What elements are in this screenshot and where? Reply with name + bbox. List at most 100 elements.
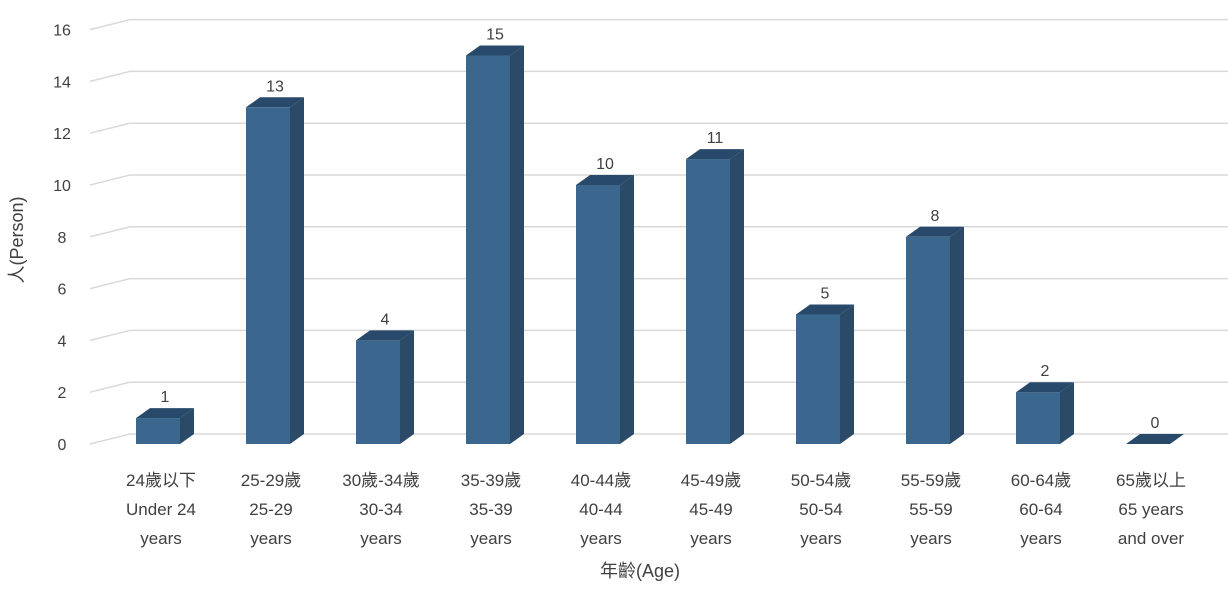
data-label: 0 xyxy=(1151,415,1160,432)
bar-front xyxy=(796,314,840,444)
bar-side xyxy=(180,408,194,444)
x-tick-label: 50-54歲 xyxy=(791,471,851,490)
gridline xyxy=(89,70,1228,83)
x-tick-label: 25-29 xyxy=(249,500,292,519)
gridline xyxy=(89,381,1228,393)
bar xyxy=(796,304,854,444)
x-tick-label: years xyxy=(800,529,842,548)
y-axis-tick-labels: 0 2 4 6 8 10 12 14 16 xyxy=(53,23,71,454)
bar-top xyxy=(1126,434,1184,444)
bar-side xyxy=(400,330,414,444)
bar-top xyxy=(356,330,414,341)
bar xyxy=(246,97,304,445)
x-axis-title: 年齡(Age) xyxy=(600,561,680,581)
x-tick-label: 60-64歲 xyxy=(1011,471,1071,490)
x-tick-label: 40-44歲 xyxy=(571,471,631,490)
x-tick-label: Under 24 xyxy=(126,500,196,519)
x-tick-label: 40-44 xyxy=(579,500,622,519)
bar xyxy=(576,175,634,444)
bar xyxy=(466,45,524,444)
bar-front xyxy=(356,340,400,444)
y-tick-label: 0 xyxy=(58,437,67,454)
gridline xyxy=(89,18,1228,31)
y-tick-label: 16 xyxy=(53,23,71,40)
bar-front xyxy=(136,418,180,444)
bar-top xyxy=(576,175,634,185)
bars xyxy=(136,45,1184,445)
x-tick-label: years xyxy=(1020,529,1062,548)
x-tick-label: years xyxy=(360,529,402,548)
bar-front xyxy=(1016,392,1060,444)
gridline xyxy=(89,329,1228,342)
bar-top xyxy=(466,45,524,56)
bar xyxy=(1126,434,1184,444)
bar xyxy=(686,149,744,444)
bar-front xyxy=(686,159,730,444)
bar xyxy=(136,408,194,444)
bar-top xyxy=(1016,382,1074,393)
x-tick-label: 45-49 xyxy=(689,500,732,519)
data-label: 2 xyxy=(1041,363,1050,380)
x-tick-label: 65 years xyxy=(1118,500,1183,519)
data-label: 1 xyxy=(161,389,170,406)
data-label: 15 xyxy=(486,27,504,44)
x-tick-label: years xyxy=(250,529,292,548)
x-tick-label: 24歲以下 xyxy=(126,471,196,490)
x-tick-label: 60-64 xyxy=(1019,500,1062,519)
y-tick-label: 12 xyxy=(53,126,71,143)
data-label: 5 xyxy=(821,286,830,303)
y-tick-label: 8 xyxy=(58,230,67,247)
bar xyxy=(906,226,964,444)
x-tick-label: years xyxy=(690,529,732,548)
y-tick-label: 4 xyxy=(58,333,67,350)
x-tick-label: 50-54 xyxy=(799,500,842,519)
data-label: 11 xyxy=(707,130,724,147)
y-tick-label: 6 xyxy=(58,282,67,299)
bar-side xyxy=(620,175,634,444)
bar-front xyxy=(466,55,510,444)
gridlines xyxy=(89,18,1228,445)
data-label: 8 xyxy=(931,208,940,225)
x-tick-label: 55-59歲 xyxy=(901,471,961,490)
data-labels: 1 13 4 15 10 11 5 8 2 0 xyxy=(161,27,1160,433)
x-tick-label: 55-59 xyxy=(909,500,952,519)
bar-front xyxy=(246,107,290,445)
x-tick-label: 65歲以上 xyxy=(1116,471,1186,490)
x-tick-label: 35-39 xyxy=(469,500,512,519)
data-label: 4 xyxy=(381,311,390,328)
x-tick-label: years xyxy=(140,529,182,548)
bar-front xyxy=(576,185,620,444)
x-tick-label: and over xyxy=(1118,529,1184,548)
bar-top xyxy=(686,149,744,160)
bar xyxy=(356,330,414,444)
bar-side xyxy=(290,97,304,445)
gridline xyxy=(89,122,1228,134)
data-label: 13 xyxy=(266,78,284,95)
bar-side xyxy=(510,45,524,444)
gridline xyxy=(89,433,1228,445)
bar-top xyxy=(136,408,194,419)
bar-top xyxy=(246,97,304,108)
y-axis-title: 人(Person) xyxy=(7,196,27,283)
bar-side xyxy=(1060,382,1074,444)
bar-side xyxy=(730,149,744,444)
bar-top xyxy=(796,304,854,315)
bar-top xyxy=(906,226,964,237)
x-tick-label: 25-29歲 xyxy=(241,471,301,490)
x-axis-tick-labels: 24歲以下 Under 24 years 25-29歲 25-29 years 30歲-34… xyxy=(126,471,1186,548)
y-tick-label: 10 xyxy=(53,178,71,195)
gridline xyxy=(89,226,1228,238)
gridline xyxy=(89,174,1228,186)
x-tick-label: 30-34 xyxy=(359,500,402,519)
y-tick-label: 14 xyxy=(53,74,71,91)
x-tick-label: 45-49歲 xyxy=(681,471,741,490)
x-tick-label: years xyxy=(580,529,622,548)
x-tick-label: years xyxy=(470,529,512,548)
gridline xyxy=(89,277,1228,290)
bar-side xyxy=(950,226,964,444)
x-tick-label: 35-39歲 xyxy=(461,471,521,490)
x-tick-label: years xyxy=(910,529,952,548)
bar-front xyxy=(906,236,950,444)
